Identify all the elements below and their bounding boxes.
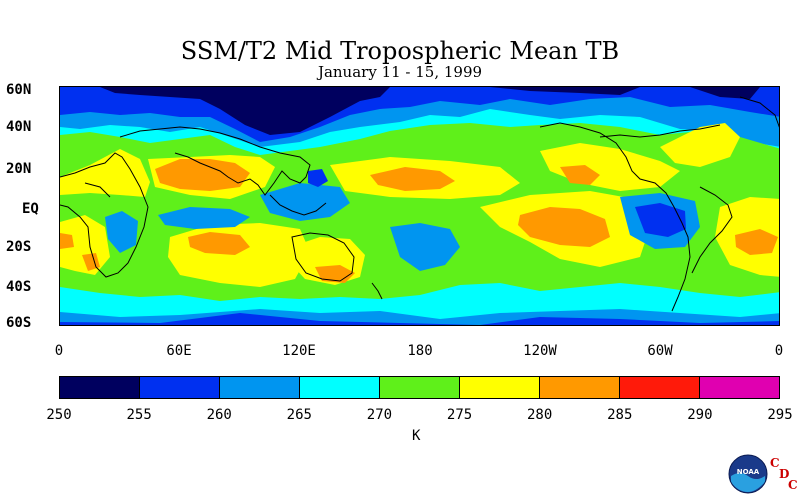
cool-pocket-west-pacific-core [308, 169, 328, 187]
lat-label-40n: 40N [6, 119, 32, 135]
color-swatch-6 [540, 377, 620, 398]
temperature-map [59, 86, 780, 326]
lon-label-0-left: 0 [54, 343, 64, 359]
color-swatch-2 [220, 377, 300, 398]
lat-label-60s: 60S [6, 315, 32, 331]
color-scale-tick-270: 270 [366, 407, 393, 423]
cdc-letter-3: C [788, 478, 798, 492]
orange-region-atlantic-south [735, 229, 778, 255]
orange-region-east-pacific [518, 207, 610, 247]
lat-label-20n: 20N [6, 161, 32, 177]
lon-label-0-right: 0 [774, 343, 784, 359]
orange-region-africa-south [60, 233, 100, 271]
yellow-region-africa-north [60, 149, 150, 197]
color-scale-tick-265: 265 [286, 407, 312, 423]
color-scale-tick-290: 290 [687, 407, 713, 423]
noaa-logo-text: NOAA [737, 468, 760, 476]
orange-region-australia [315, 265, 355, 283]
north-cold-core-250 [100, 87, 760, 135]
lat-label-eq: EQ [22, 201, 39, 217]
orange-region-indian [188, 232, 250, 255]
color-scale-tick-250: 250 [46, 407, 72, 423]
cool-pocket-indian-eq [158, 207, 250, 229]
lon-label-60w: 60W [647, 343, 673, 359]
color-swatch-3 [300, 377, 380, 398]
color-scale-unit: K [412, 428, 421, 444]
chart-title: SSM/T2 Mid Tropospheric Mean TB [180, 37, 620, 65]
orange-region-caribbean [560, 165, 600, 185]
lon-label-60e: 60E [166, 343, 192, 359]
color-swatch-7 [620, 377, 700, 398]
color-scale-tick-255: 255 [126, 407, 152, 423]
lat-label-20s: 20S [6, 239, 32, 255]
color-swatch-5 [460, 377, 540, 398]
color-swatch-1 [140, 377, 220, 398]
cool-pocket-south-america-core [635, 203, 686, 237]
map-svg [60, 87, 779, 325]
lat-label-40s: 40S [6, 279, 32, 295]
orange-region-asia [155, 159, 250, 191]
lon-label-120w: 120W [523, 343, 557, 359]
color-scale-tick-285: 285 [607, 407, 633, 423]
color-swatch-0 [60, 377, 140, 398]
lon-label-180: 180 [407, 343, 433, 359]
color-scale-tick-295: 295 [767, 407, 793, 423]
south-cold-band-255 [60, 313, 779, 325]
orange-region-central-pacific [370, 167, 455, 191]
chart-subtitle: January 11 - 15, 1999 [317, 63, 483, 81]
coastlines [60, 96, 779, 312]
lat-label-60n: 60N [6, 82, 32, 98]
cool-pocket-africa-eq [105, 211, 138, 253]
color-scale-tick-275: 275 [446, 407, 473, 423]
cool-pocket-maritime-continent [260, 183, 350, 221]
color-scale-tick-260: 260 [206, 407, 232, 423]
color-swatch-4 [380, 377, 460, 398]
color-scale-bar [59, 376, 780, 399]
lon-label-120e: 120E [282, 343, 316, 359]
cdc-letter-2: D [779, 467, 790, 481]
noaa-logo: NOAA [728, 454, 768, 494]
yellow-region-atlantic-northeast [660, 123, 740, 167]
color-swatch-8 [700, 377, 779, 398]
cool-pocket-central-pacific [390, 223, 460, 271]
cdc-letter-1: C [770, 456, 780, 470]
color-scale-tick-280: 280 [527, 407, 553, 423]
